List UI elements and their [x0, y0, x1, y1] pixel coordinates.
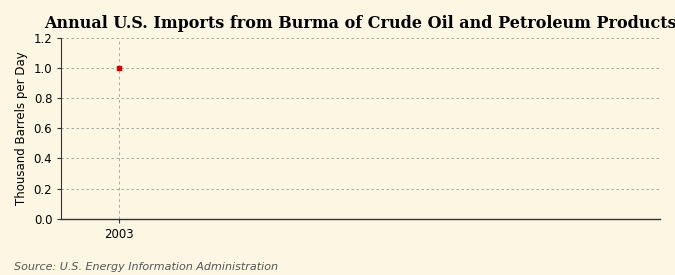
Title: Annual U.S. Imports from Burma of Crude Oil and Petroleum Products: Annual U.S. Imports from Burma of Crude … — [45, 15, 675, 32]
Text: Source: U.S. Energy Information Administration: Source: U.S. Energy Information Administ… — [14, 262, 277, 272]
Y-axis label: Thousand Barrels per Day: Thousand Barrels per Day — [15, 51, 28, 205]
